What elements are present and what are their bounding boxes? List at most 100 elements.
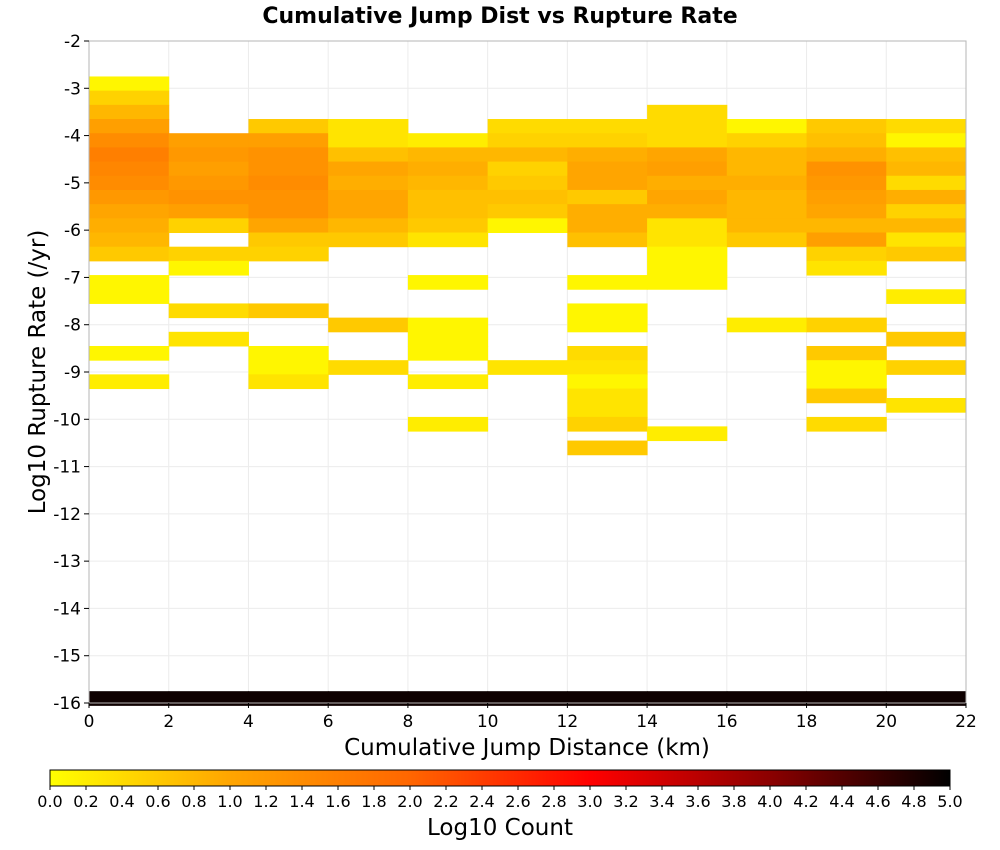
heatmap-cell (487, 147, 568, 163)
heatmap-cell (487, 218, 568, 234)
colorbar-tick-label: 1.6 (325, 792, 350, 811)
heatmap-cell (726, 119, 808, 134)
heatmap-cell (886, 331, 967, 347)
heatmap-cell (328, 147, 409, 163)
heatmap-cell (567, 175, 648, 191)
heatmap-cell (886, 218, 967, 234)
heatmap-cell (248, 374, 329, 390)
heatmap-cell (89, 189, 170, 205)
heatmap-cell (328, 232, 409, 248)
heatmap-cell (886, 691, 967, 706)
heatmap-cell (89, 232, 170, 248)
heatmap-cell (647, 426, 728, 442)
heatmap-cell (328, 189, 409, 205)
heatmap-cell (328, 218, 409, 234)
heatmap-cell (407, 374, 489, 390)
heatmap-cell (328, 317, 409, 333)
heatmap-cell (248, 161, 329, 177)
heatmap-cell (886, 119, 967, 134)
heatmap-cell (567, 388, 648, 404)
heatmap-cell (647, 232, 728, 248)
y-tick-label: -12 (53, 505, 81, 525)
x-tick-label: 22 (955, 712, 977, 732)
heatmap-cell (567, 147, 648, 163)
heatmap-cell (806, 416, 887, 432)
heatmap-cell (168, 133, 249, 148)
y-tick-label: -13 (53, 552, 81, 572)
heatmap-cell (806, 232, 887, 248)
heatmap-cell (806, 360, 887, 375)
colorbar-tick-label: 2.0 (397, 792, 422, 811)
heatmap-cell (89, 374, 170, 390)
heatmap-cell (248, 119, 329, 134)
heatmap-cell (726, 218, 808, 234)
heatmap-cell (726, 161, 808, 177)
colorbar-label: Log10 Count (427, 815, 573, 841)
colorbar-tick-label: 3.0 (577, 792, 602, 811)
heatmap-cell (168, 147, 249, 163)
heatmap-cell (567, 204, 648, 219)
x-axis-label: Cumulative Jump Distance (km) (344, 735, 710, 761)
heatmap-cell (487, 161, 568, 177)
heatmap-cell (248, 133, 329, 148)
heatmap-cell (248, 303, 329, 319)
heatmap-cell (886, 289, 967, 304)
heatmap-cell (407, 161, 489, 177)
heatmap-cell (886, 175, 967, 191)
heatmap-cell (567, 275, 648, 290)
heatmap-cell (89, 275, 170, 290)
heatmap-cell (89, 345, 170, 361)
y-axis-label: Log10 Rupture Rate (/yr) (25, 230, 51, 515)
heatmap-cell (647, 175, 728, 191)
heatmap-cell (248, 691, 329, 706)
heatmap-cell (487, 189, 568, 205)
heatmap-cell (168, 691, 249, 706)
heatmap-cell (567, 360, 648, 375)
heatmap-cell (647, 104, 728, 120)
heatmap-cell (567, 232, 648, 248)
heatmap-cell (567, 691, 648, 706)
heatmap-cell (567, 402, 648, 418)
heatmap-cell (886, 204, 967, 219)
heatmap-cell (726, 691, 808, 706)
heatmap-cell (407, 232, 489, 248)
colorbar-tick-label: 4.4 (829, 792, 854, 811)
heatmap-cell (89, 119, 170, 134)
heatmap-cell (806, 260, 887, 276)
x-tick-label: 12 (557, 712, 579, 732)
heatmap-cell (407, 331, 489, 347)
colorbar-tick-label: 3.2 (613, 792, 638, 811)
heatmap-cell (647, 204, 728, 219)
y-axis-ticks: -2 -3 -4 -5 -6 -7 -8 -9 -10 -11 -12 -13 -14 -15 -16 (53, 32, 89, 714)
y-tick-label: -2 (64, 32, 81, 52)
heatmap-cell (407, 147, 489, 163)
heatmap-cell (407, 218, 489, 234)
heatmap-cell (248, 204, 329, 219)
heatmap-cell (567, 189, 648, 205)
heatmap-cell (567, 133, 648, 148)
heatmap-cell (886, 133, 967, 148)
heatmap-cell (886, 161, 967, 177)
heatmap-cell (806, 175, 887, 191)
colorbar-tick-label: 2.6 (505, 792, 530, 811)
heatmap-cell (407, 275, 489, 290)
heatmap-cell (567, 416, 648, 432)
heatmap-cell (567, 374, 648, 390)
heatmap-cell (886, 360, 967, 375)
heatmap-cell (328, 133, 409, 148)
heatmap-cell (168, 303, 249, 319)
heatmap-cell (487, 119, 568, 134)
x-tick-label: 0 (84, 712, 95, 732)
colorbar (49, 769, 951, 787)
heatmap-cell (567, 345, 648, 361)
heatmap-cell (806, 133, 887, 148)
heatmap-cell (487, 360, 568, 375)
heatmap-cell (806, 246, 887, 262)
y-tick-label: -10 (53, 410, 81, 430)
colorbar-tick-label: 1.0 (217, 792, 242, 811)
heatmap-cell (487, 133, 568, 148)
heatmap-cell (806, 204, 887, 219)
y-tick-label: -15 (53, 647, 81, 667)
colorbar-tick-label: 4.6 (865, 792, 890, 811)
heatmap-cell (886, 189, 967, 205)
